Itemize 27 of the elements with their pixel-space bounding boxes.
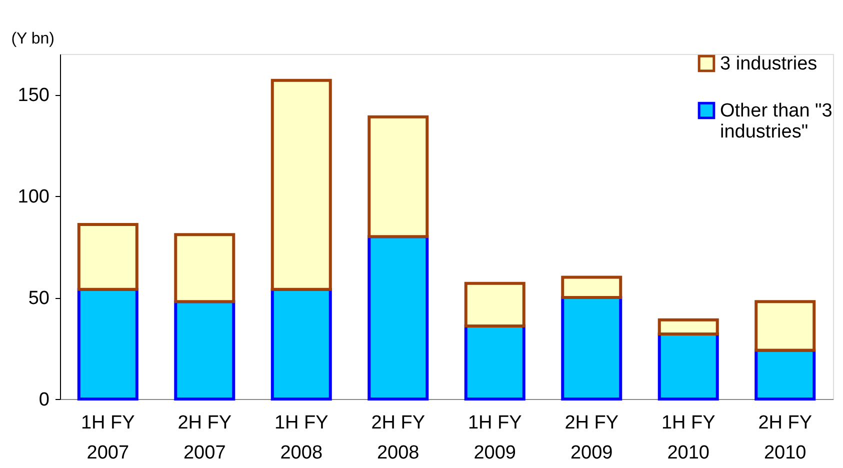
- x-tick-label: 1H FY 2008: [274, 412, 329, 464]
- bar: [368, 235, 429, 400]
- x-tick-label: 1H FY 2010: [661, 412, 716, 464]
- bar: [658, 332, 719, 400]
- bar: [77, 222, 138, 291]
- bar: [561, 296, 622, 400]
- x-tick-label: 2H FY 2009: [564, 412, 619, 464]
- x-tick-label: 2H FY 2010: [758, 412, 812, 464]
- legend-label: Other than "3 industries": [720, 100, 832, 142]
- y-tick-label: 100: [18, 186, 50, 208]
- y-axis-title: (Y bn): [11, 30, 54, 48]
- x-tick-label: 2H FY 2008: [371, 412, 426, 464]
- x-tick-label: 2H FY 2007: [178, 412, 232, 464]
- bar: [174, 300, 236, 400]
- bar: [368, 115, 429, 238]
- y-tick-label: 0: [38, 390, 50, 410]
- legend-label: 3 industries: [720, 54, 818, 74]
- bar: [464, 282, 526, 328]
- bar: [754, 300, 816, 352]
- bar: [561, 276, 622, 300]
- y-tick-label: 50: [28, 288, 50, 310]
- x-tick-label: 1H FY 2009: [468, 412, 522, 464]
- y-tick-label: 150: [18, 85, 50, 106]
- x-tick-label: 1H FY 2007: [80, 412, 136, 464]
- bar: [174, 233, 236, 304]
- bar: [270, 78, 332, 291]
- bar: [658, 318, 719, 336]
